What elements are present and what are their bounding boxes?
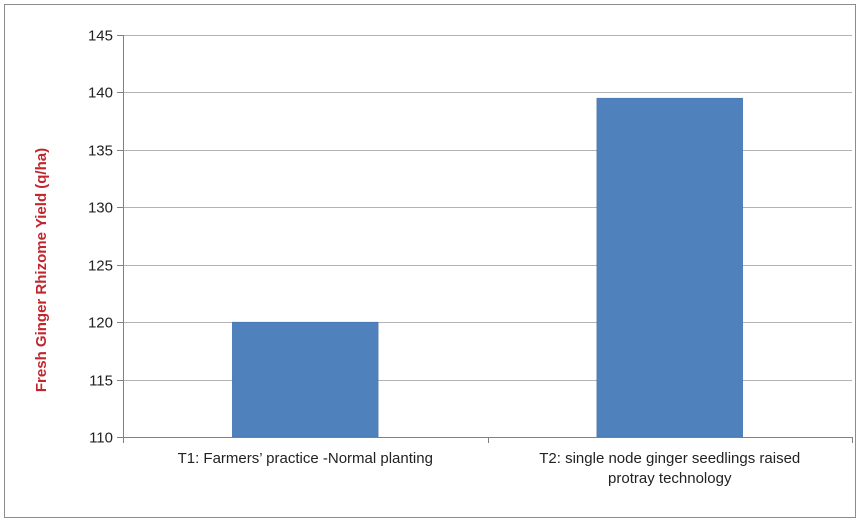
y-tick-label: 115 (89, 373, 113, 390)
y-tick-labels: 110 115 120 125 130 135 140 145 (88, 28, 113, 447)
y-tick-label: 125 (88, 258, 113, 275)
y-tick-label: 145 (88, 28, 113, 45)
y-tick-label: 120 (88, 315, 113, 332)
y-axis-title: Fresh Ginger Rhizome Yield (q/ha) (33, 148, 50, 392)
y-tick-label: 140 (88, 85, 113, 102)
x-category-labels: T1: Farmers’ practice -Normal planting T2… (178, 450, 801, 487)
y-tick-label: 135 (88, 143, 113, 160)
x-category-label: T1: Farmers’ practice -Normal planting (178, 450, 433, 467)
bars (232, 97, 743, 438)
x-category-label: protray technology (608, 470, 732, 487)
bar-2 (596, 97, 743, 438)
y-tick-label: 110 (89, 430, 113, 447)
bar-1 (232, 321, 379, 438)
x-category-label: T2: single node ginger seedlings raised (539, 450, 800, 467)
y-tick-label: 130 (88, 200, 113, 217)
axes (117, 35, 853, 443)
